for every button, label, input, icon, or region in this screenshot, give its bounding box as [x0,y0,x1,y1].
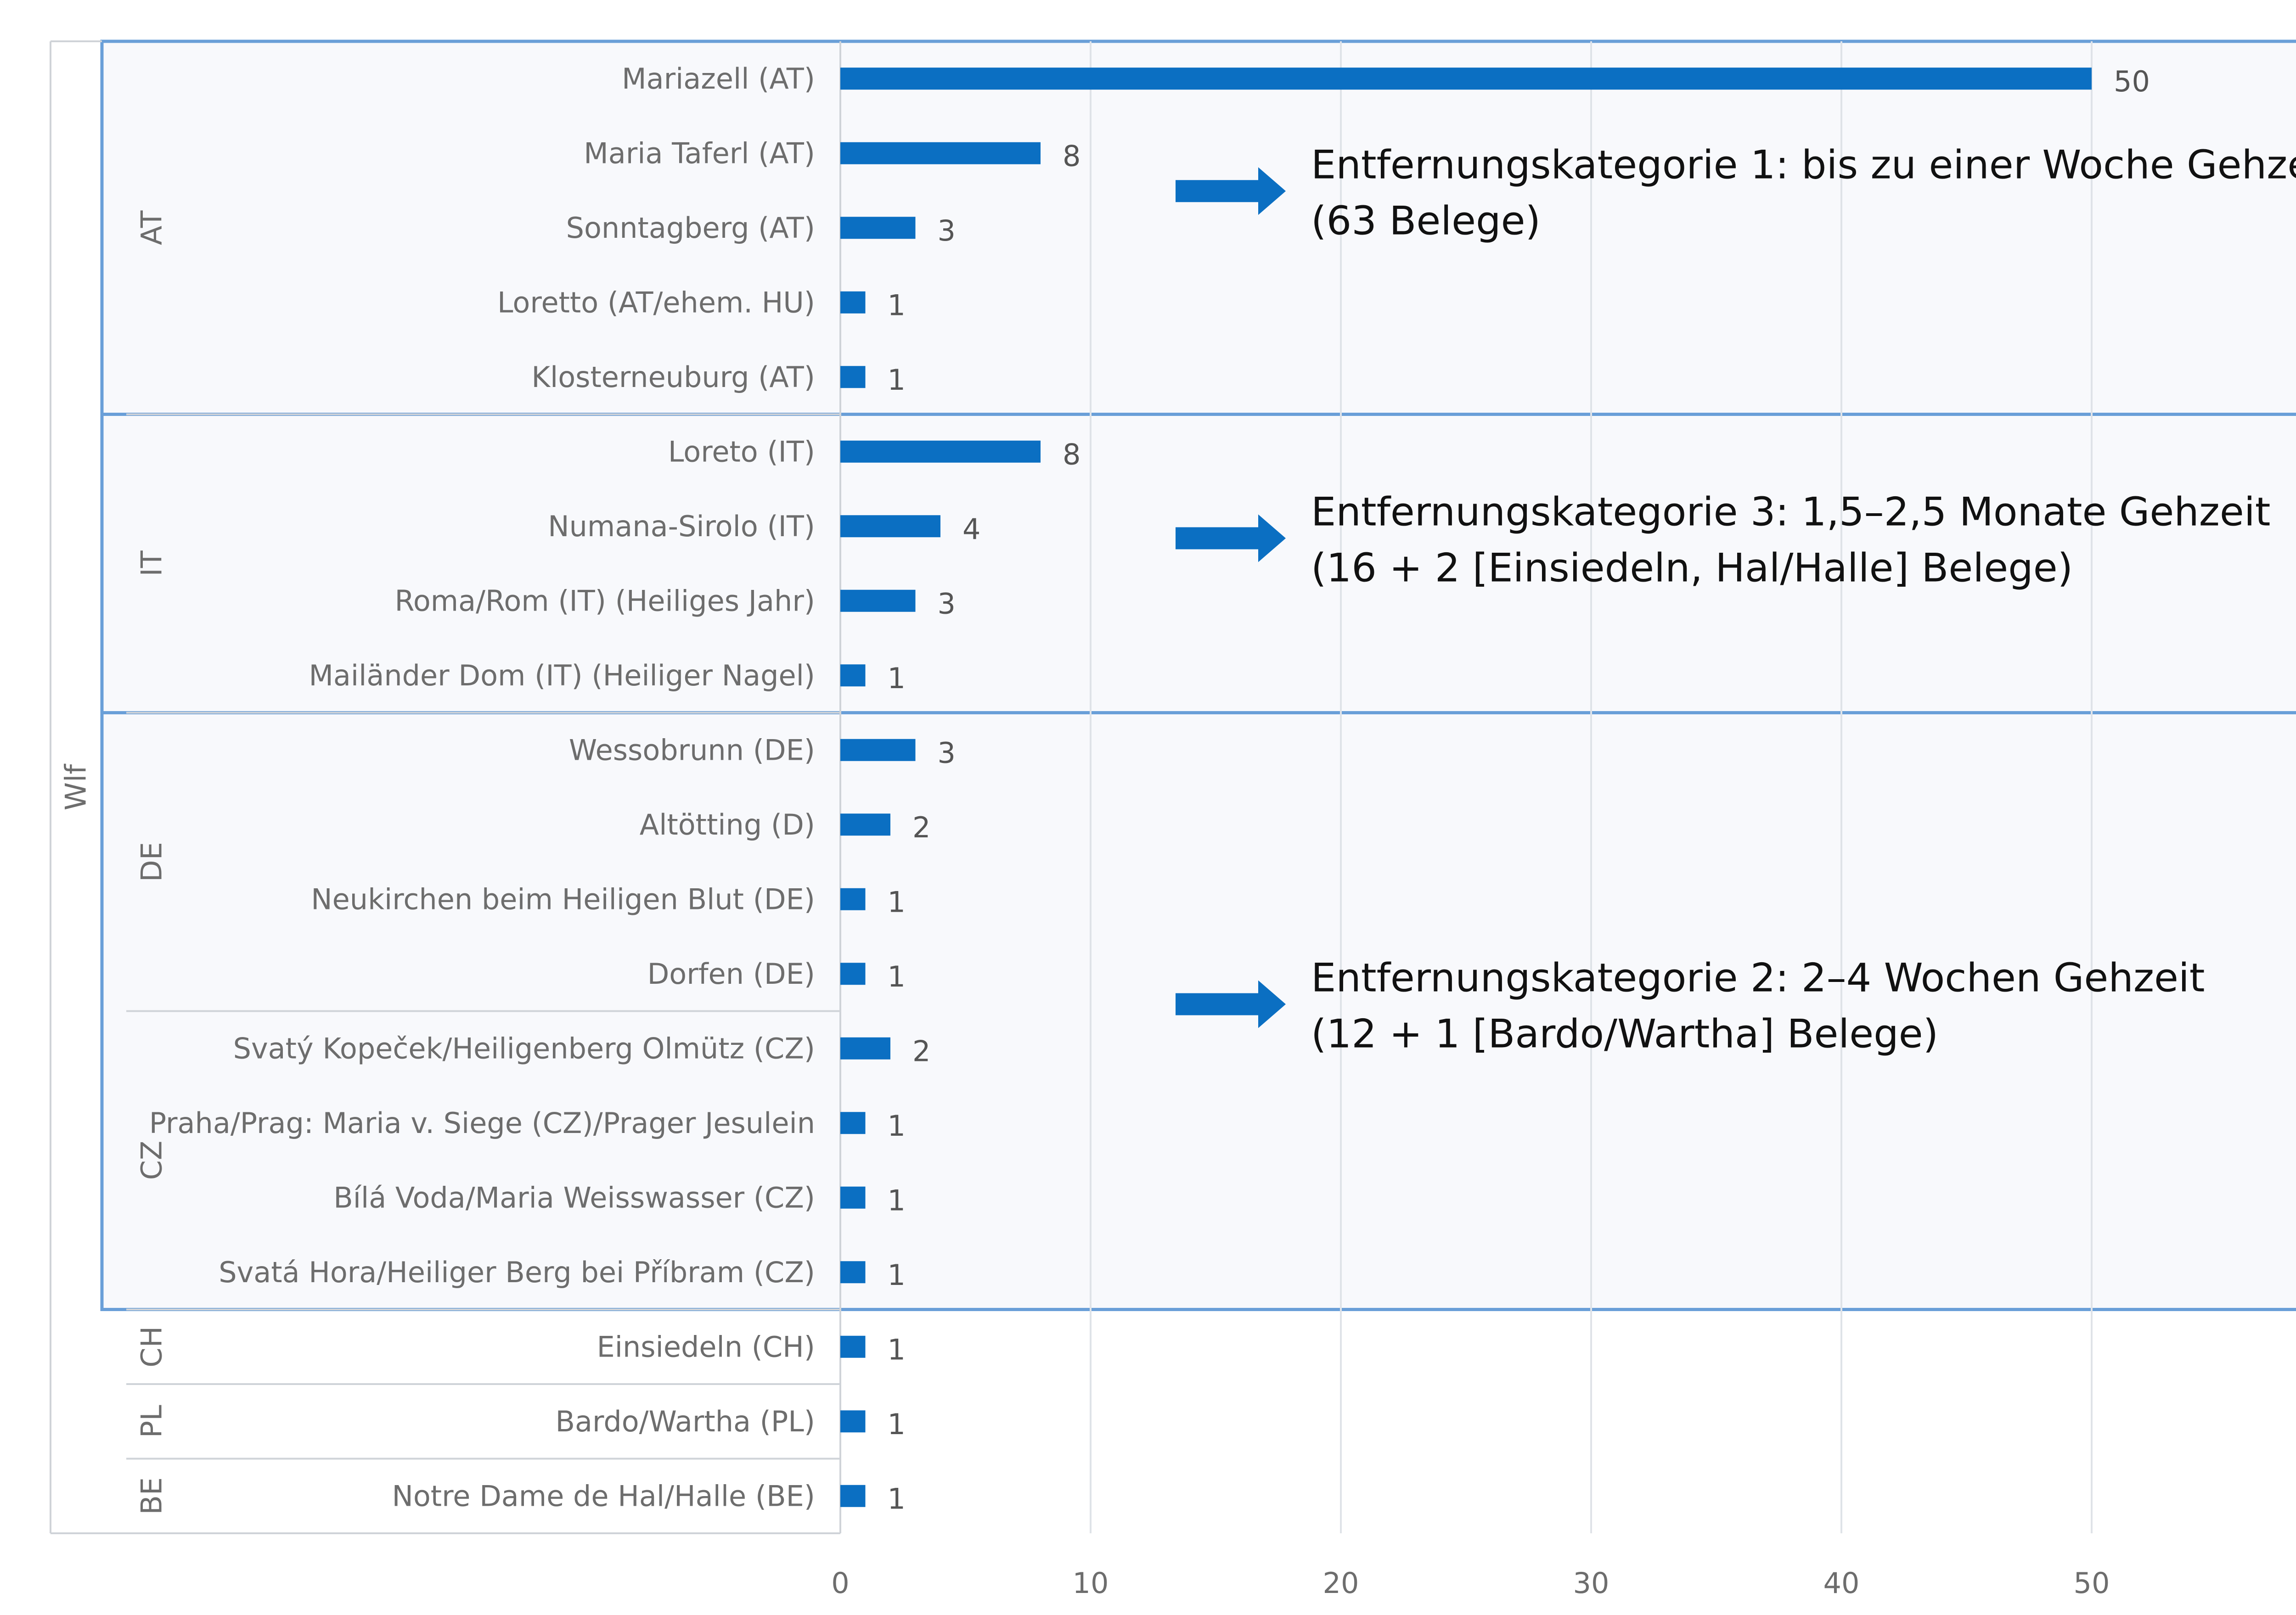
data-label: 1 [888,1408,906,1441]
bar [840,664,866,687]
arrow-icon [1176,167,1286,215]
annotation-line2: (63 Belege) [1311,198,1541,244]
bar [840,142,1041,164]
group-labels: AT IT DE CZ CH PL BE Wlf [59,210,169,1514]
bar [840,963,866,985]
category-label: Mariazell (AT) [622,62,815,95]
group-label-pl: PL [135,1405,169,1438]
arrow-icon [1176,514,1286,562]
bar [840,888,866,910]
category-label: Numana-Sirolo (IT) [548,510,815,543]
data-label: 3 [938,214,956,247]
x-tick-label: 10 [1073,1566,1109,1600]
x-tick-label: 30 [1573,1566,1609,1600]
bar [840,739,916,761]
arrow-icon [1176,980,1286,1028]
annotation-line1: Entfernungskategorie 2: 2–4 Wochen Gehze… [1311,955,2205,1001]
data-label: 4 [962,512,980,546]
category-label: Praha/Prag: Maria v. Siege (CZ)/Prager J… [149,1106,815,1140]
bar [840,217,916,239]
data-label: 3 [938,587,956,620]
annotation-line2: (12 + 1 [Bardo/Wartha] Belege) [1311,1011,1938,1057]
data-label: 1 [888,363,906,397]
category-label: Einsiedeln (CH) [597,1330,815,1363]
group-label-be: BE [135,1477,169,1515]
group-label-de: DE [135,842,169,882]
group-label-it: IT [135,550,169,576]
bar [840,67,2092,90]
category-label: Bardo/Wartha (PL) [555,1405,815,1438]
bar [840,1335,866,1358]
category-label: Altötting (D) [640,808,815,841]
data-label: 2 [912,811,930,844]
x-tick-label: 20 [1323,1566,1359,1600]
group-label-at: AT [135,210,169,245]
data-label: 1 [888,885,906,919]
bar [840,1410,866,1433]
data-label: 2 [912,1034,930,1068]
bar [840,1112,866,1134]
category-label: Wessobrunn (DE) [569,733,815,767]
bar [840,366,866,388]
category-labels: Mariazell (AT) Maria Taferl (AT) Sonntagbe… [149,62,815,1513]
axis-frame [50,40,841,1534]
data-label: 8 [1063,437,1080,471]
bar [840,1037,890,1060]
group-label-cz: CZ [135,1141,169,1180]
bar [840,589,916,612]
data-label: 1 [888,288,906,322]
category-label: Mailänder Dom (IT) (Heiliger Nagel) [309,659,815,692]
category-label: Neukirchen beim Heiligen Blut (DE) [311,882,815,916]
category-box-2 [100,413,2296,714]
category-label: Svatá Hora/Heiliger Berg bei Příbram (CZ… [219,1256,815,1289]
category-label: Klosterneuburg (AT) [531,360,815,394]
bar [840,1261,866,1284]
data-label: 1 [888,1258,906,1292]
data-label: 1 [888,1482,906,1515]
category-label: Notre Dame de Hal/Halle (BE) [392,1479,815,1513]
annotation-line1: Entfernungskategorie 1: bis zu einer Woc… [1311,142,2296,188]
data-label: 1 [888,1183,906,1217]
data-label: 3 [938,736,956,769]
data-labels: 50 8 3 1 1 8 4 3 1 3 2 1 1 2 1 1 1 1 1 1 [888,65,2150,1516]
category-box-1 [100,39,2296,416]
bars [840,67,2092,1507]
bar [840,1485,866,1507]
data-label: 1 [888,960,906,993]
bar [840,813,890,836]
x-tick-label: 0 [831,1566,849,1600]
data-label: 50 [2114,65,2150,98]
category-label: Dorfen (DE) [647,957,815,991]
x-tick-label: 40 [1823,1566,1860,1600]
category-label: Loreto (IT) [668,435,815,468]
annotation-line1: Entfernungskategorie 3: 1,5–2,5 Monate G… [1311,489,2270,535]
category-label: Svatý Kopeček/Heiligenberg Olmütz (CZ) [233,1032,815,1065]
x-tick-labels: 0 10 20 30 40 50 [831,1566,2110,1600]
x-tick-label: 50 [2074,1566,2110,1600]
data-label: 1 [888,662,906,695]
category-label: Roma/Rom (IT) (Heiliges Jahr) [395,584,815,617]
category-label: Sonntagberg (AT) [566,211,815,245]
outer-group-label: Wlf [59,763,93,811]
category-label: Loretto (AT/ehem. HU) [497,286,815,319]
group-label-ch: CH [135,1326,169,1368]
annotation-line2: (16 + 2 [Einsiedeln, Hal/Halle] Belege) [1311,545,2073,591]
category-label: Bílá Voda/Maria Weisswasser (CZ) [333,1181,815,1214]
bar [840,515,940,538]
data-label: 8 [1063,139,1080,173]
data-label: 1 [888,1109,906,1143]
annotations: Entfernungskategorie 1: bis zu einer Woc… [1176,142,2296,1057]
bar [840,1186,866,1209]
category-label: Maria Taferl (AT) [584,136,815,170]
bar [840,440,1041,463]
bar [840,291,866,314]
data-label: 1 [888,1333,906,1366]
